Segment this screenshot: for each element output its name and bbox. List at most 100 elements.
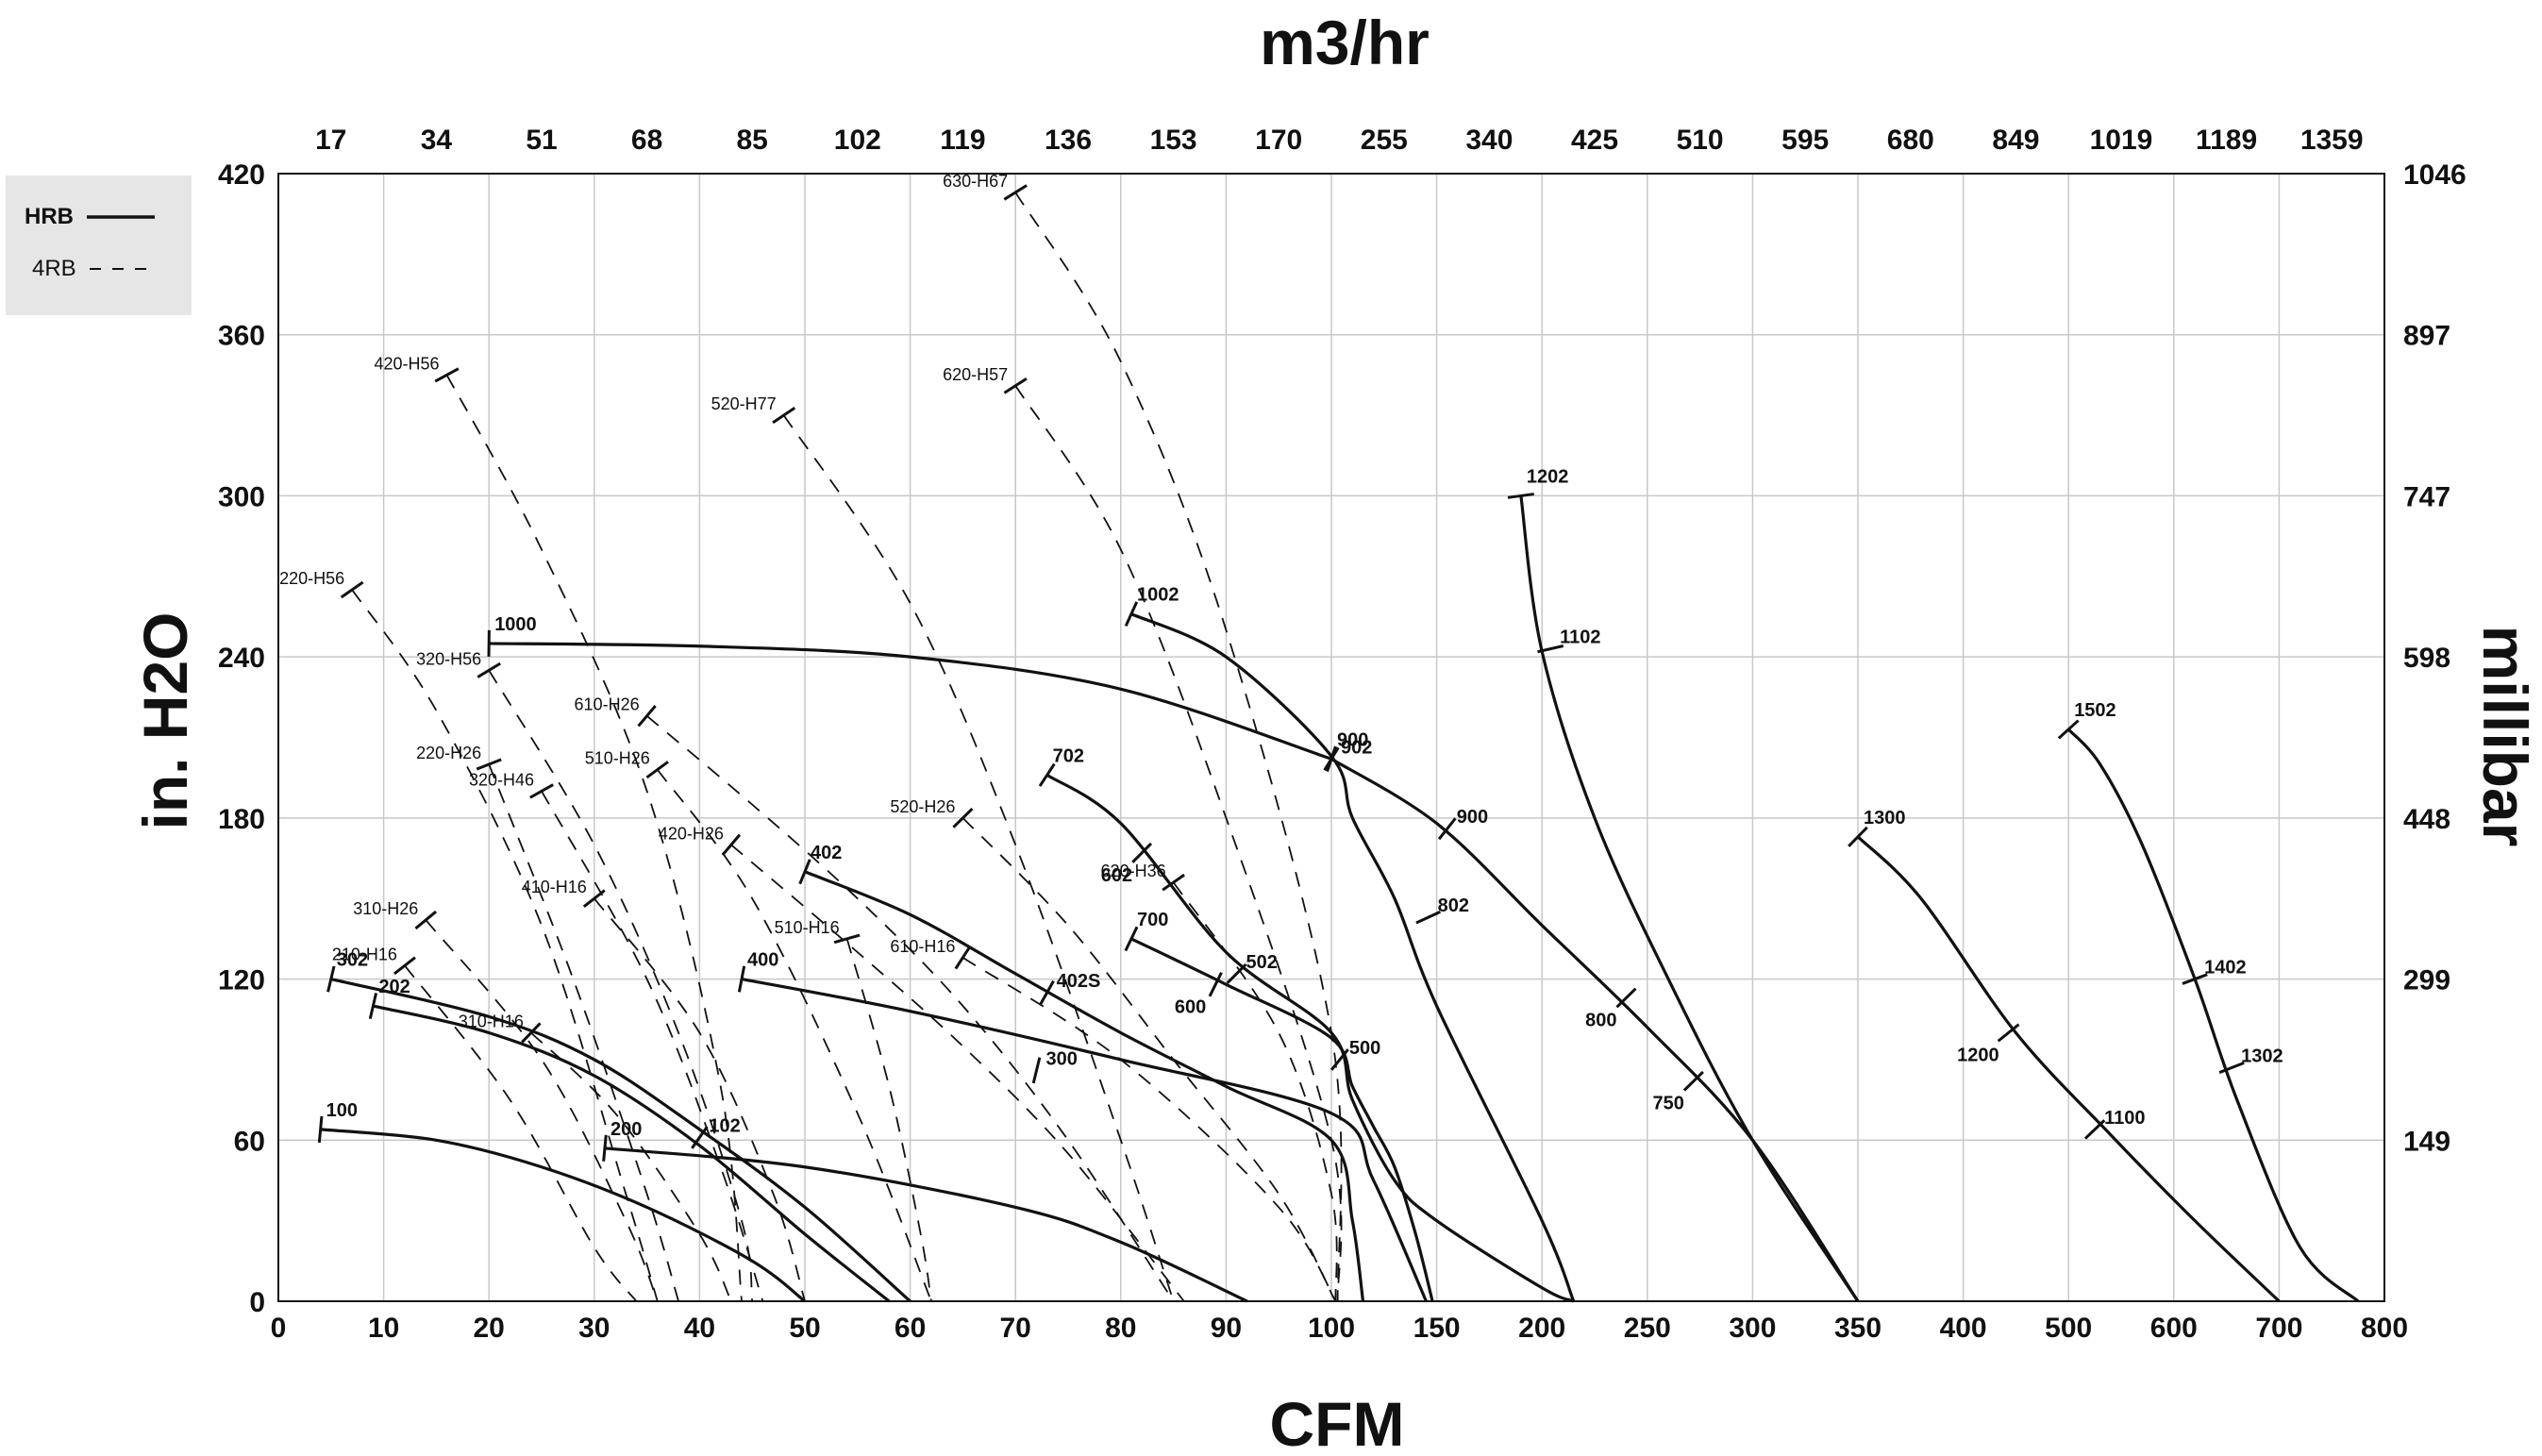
curve-620-H36 bbox=[1172, 881, 1338, 1302]
curve-mark-tick bbox=[1437, 817, 1457, 841]
x-tick-label: 200 bbox=[1518, 1313, 1565, 1344]
curve-mark-label-500: 500 bbox=[1349, 1038, 1380, 1059]
curve-1502 bbox=[2067, 728, 2360, 1303]
curve-1000 bbox=[489, 642, 1332, 761]
curve-label-420-H26: 420-H26 bbox=[659, 824, 724, 843]
curve-start-tick bbox=[721, 833, 742, 856]
curve-200 bbox=[604, 1146, 1248, 1303]
grid bbox=[278, 174, 2384, 1301]
curve-start-tick bbox=[393, 956, 416, 976]
curve-start-tick bbox=[645, 761, 669, 779]
top-tick-label: 849 bbox=[1992, 125, 2039, 156]
curve-410-H16 bbox=[594, 897, 806, 1302]
curve-start-tick bbox=[317, 1115, 324, 1143]
curve-620-H57 bbox=[1014, 385, 1343, 1302]
curve-mark-label-402S: 402S bbox=[1057, 971, 1101, 992]
x-tick-label: 400 bbox=[1940, 1313, 1987, 1344]
curve-start-tick bbox=[1507, 493, 1534, 499]
curve-label-700: 700 bbox=[1137, 910, 1168, 930]
curve-label-310-H26: 310-H26 bbox=[353, 899, 418, 918]
curve-label-1502: 1502 bbox=[2074, 700, 2116, 721]
curve-510-H26 bbox=[657, 769, 932, 1302]
curve-start-tick bbox=[529, 783, 554, 799]
y-axis-ticks: 0 60 120 180 240 300 360 420 bbox=[218, 159, 265, 1318]
top-tick-label: 170 bbox=[1255, 125, 1302, 156]
curve-start-tick bbox=[1124, 926, 1139, 952]
curve-302 bbox=[330, 978, 911, 1303]
curve-start-tick bbox=[434, 367, 460, 383]
curve-label-1202: 1202 bbox=[1527, 466, 1569, 487]
right-tick-label: 1046 bbox=[2403, 159, 2467, 191]
x-tick-label: 70 bbox=[1000, 1313, 1031, 1344]
y-tick-label: 300 bbox=[218, 481, 265, 512]
curve-700 bbox=[1130, 937, 1434, 1302]
curve-mark-label-1200: 1200 bbox=[1957, 1045, 1999, 1065]
right-tick-label: 299 bbox=[2403, 965, 2450, 996]
y-tick-label: 60 bbox=[234, 1126, 265, 1157]
curve-start-tick bbox=[1003, 377, 1028, 394]
curve-start-tick bbox=[1003, 184, 1028, 201]
top-tick-label: 153 bbox=[1150, 125, 1197, 156]
curve-220-H26 bbox=[488, 763, 679, 1302]
curve-start-tick bbox=[772, 407, 796, 425]
curve-100 bbox=[320, 1128, 806, 1303]
curve-start-tick bbox=[340, 580, 364, 599]
curve-mark-tick bbox=[1208, 972, 1223, 997]
curve-mark-tick bbox=[1537, 644, 1564, 654]
curve-320-H46 bbox=[541, 790, 764, 1302]
curve-520-H26 bbox=[962, 817, 1337, 1302]
curve-label-310-H16: 310-H16 bbox=[459, 1012, 524, 1030]
curve-420-H26 bbox=[730, 844, 1185, 1302]
legend-dashed-line bbox=[89, 268, 158, 270]
top-tick-label: 1019 bbox=[2090, 125, 2153, 156]
curve-start-tick bbox=[521, 1022, 542, 1044]
curve-start-tick bbox=[798, 859, 811, 885]
top-tick-label: 680 bbox=[1887, 125, 1934, 156]
plot-border bbox=[277, 173, 2385, 1302]
curve-label-1300: 1300 bbox=[1864, 808, 1906, 828]
x-tick-label: 600 bbox=[2150, 1313, 2198, 1344]
curve-start-tick bbox=[1323, 746, 1340, 771]
curve-520-H77 bbox=[782, 414, 1175, 1302]
x-tick-label: 0 bbox=[271, 1313, 287, 1344]
curve-label-702: 702 bbox=[1053, 745, 1084, 766]
x-tick-label: 800 bbox=[2361, 1313, 2408, 1344]
right-tick-label: 149 bbox=[2403, 1126, 2450, 1157]
curve-mark-tick bbox=[691, 1126, 709, 1149]
curve-mark-label-1102: 1102 bbox=[1560, 628, 1600, 648]
x-tick-label: 500 bbox=[2045, 1313, 2092, 1344]
curve-label-520-H77: 520-H77 bbox=[711, 394, 777, 413]
curve-mark-tick bbox=[1031, 1057, 1042, 1084]
curve-mark-tick bbox=[1415, 910, 1442, 925]
curve-start-tick bbox=[368, 993, 378, 1020]
top-tick-label: 17 bbox=[315, 125, 346, 156]
x-tick-label: 10 bbox=[368, 1313, 399, 1344]
top-tick-label: 51 bbox=[526, 125, 557, 156]
top-tick-label: 85 bbox=[737, 125, 768, 156]
curve-420-H56 bbox=[445, 374, 743, 1302]
curve-label-610-H26: 610-H26 bbox=[575, 695, 640, 714]
curve-mark-label-900: 900 bbox=[1457, 807, 1488, 828]
legend-solid-line bbox=[87, 215, 155, 219]
x-axis-title: CFM bbox=[1270, 1389, 1405, 1456]
y-axis-title: in. H2O bbox=[130, 611, 200, 829]
curve-label-220-H26: 220-H26 bbox=[416, 744, 481, 762]
top-tick-label: 340 bbox=[1465, 125, 1513, 156]
curve-start-tick bbox=[1124, 601, 1139, 627]
dashed-curves bbox=[340, 184, 1343, 1302]
curve-label-610-H16: 610-H16 bbox=[890, 937, 955, 956]
curve-210-H16 bbox=[404, 964, 638, 1302]
curve-start-tick bbox=[637, 705, 657, 728]
curve-mark-label-1402: 1402 bbox=[2204, 958, 2247, 979]
curve-mark-tick bbox=[1615, 987, 1637, 1009]
y-tick-label: 180 bbox=[218, 804, 265, 835]
curve-702 bbox=[1045, 773, 1575, 1303]
curve-label-420-H56: 420-H56 bbox=[375, 354, 440, 373]
right-tick-label: 747 bbox=[2403, 481, 2450, 512]
legend-label-hrb: HRB bbox=[25, 204, 74, 229]
right-tick-label: 598 bbox=[2403, 643, 2450, 674]
curve-mark-tick bbox=[1330, 1048, 1349, 1071]
curve-label-1002: 1002 bbox=[1137, 585, 1179, 606]
top-tick-label: 595 bbox=[1781, 125, 1829, 156]
